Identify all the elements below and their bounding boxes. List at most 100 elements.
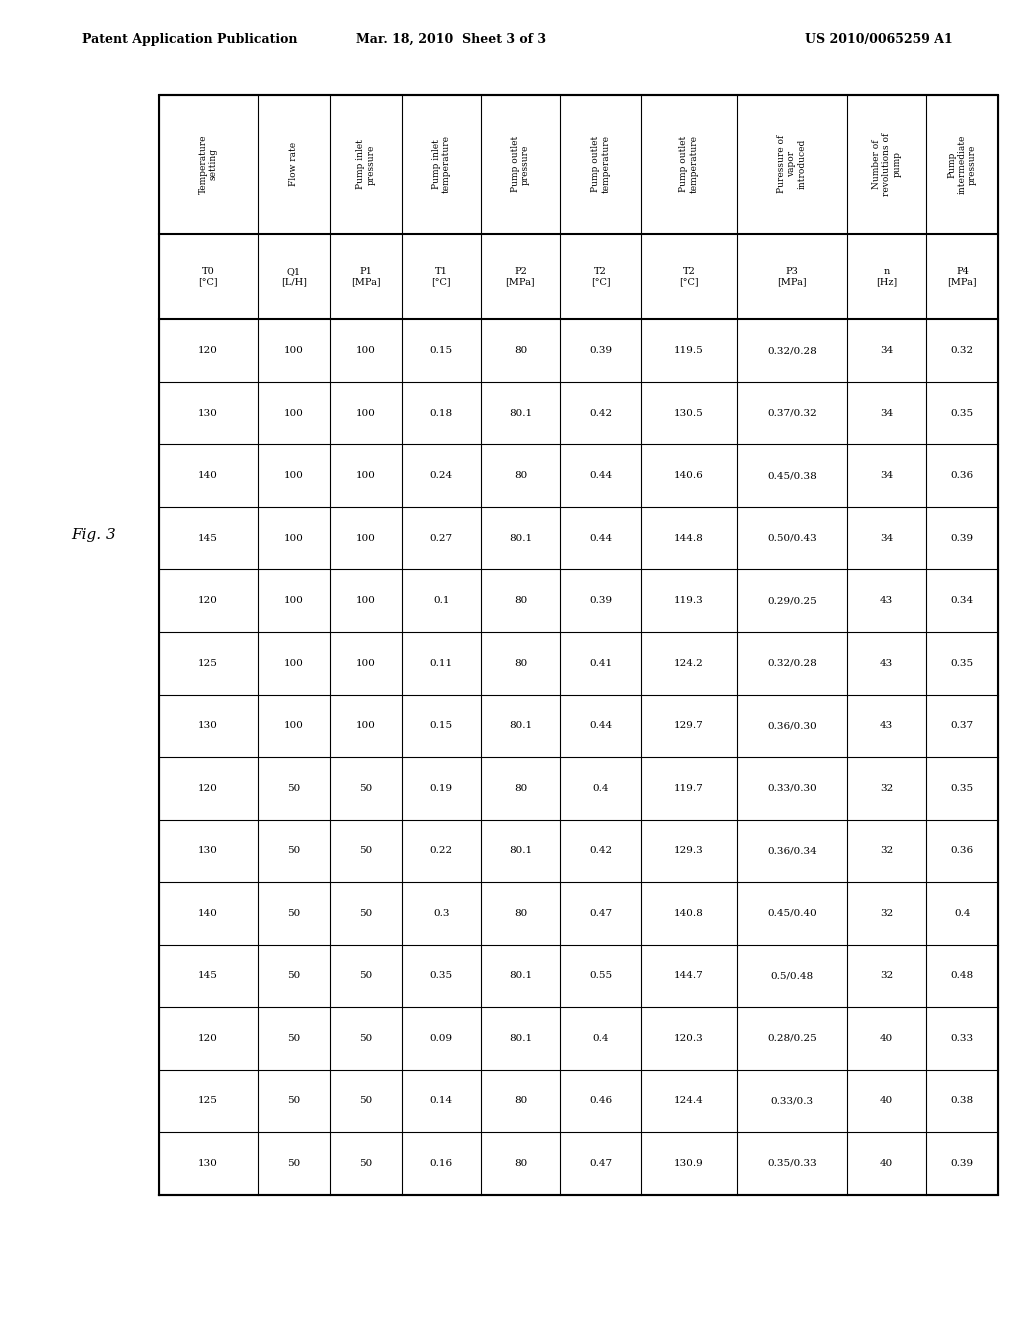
Text: 100: 100 bbox=[284, 346, 303, 355]
Text: 0.35: 0.35 bbox=[951, 409, 974, 417]
Text: 129.3: 129.3 bbox=[674, 846, 703, 855]
Text: 0.44: 0.44 bbox=[589, 471, 612, 480]
Text: Q1
[L/H]: Q1 [L/H] bbox=[281, 267, 306, 286]
Text: 100: 100 bbox=[355, 471, 376, 480]
Text: 100: 100 bbox=[284, 597, 303, 606]
Text: 43: 43 bbox=[880, 721, 893, 730]
Text: 100: 100 bbox=[355, 533, 376, 543]
Text: 100: 100 bbox=[284, 721, 303, 730]
Text: 0.36: 0.36 bbox=[951, 846, 974, 855]
Text: Pump inlet
temperature: Pump inlet temperature bbox=[432, 136, 451, 193]
Text: 130: 130 bbox=[199, 409, 218, 417]
Text: 0.44: 0.44 bbox=[589, 533, 612, 543]
Text: T2
[°C]: T2 [°C] bbox=[591, 267, 610, 286]
Text: Pump inlet
pressure: Pump inlet pressure bbox=[356, 140, 376, 189]
Text: 140.6: 140.6 bbox=[674, 471, 703, 480]
Text: 0.33/0.3: 0.33/0.3 bbox=[770, 1097, 813, 1105]
Text: 125: 125 bbox=[199, 1097, 218, 1105]
Text: 34: 34 bbox=[880, 409, 893, 417]
Text: 144.8: 144.8 bbox=[674, 533, 703, 543]
Text: 43: 43 bbox=[880, 659, 893, 668]
Text: 120: 120 bbox=[199, 784, 218, 793]
Text: 80: 80 bbox=[514, 597, 527, 606]
Text: 119.7: 119.7 bbox=[674, 784, 703, 793]
Text: 100: 100 bbox=[284, 471, 303, 480]
Text: 145: 145 bbox=[199, 972, 218, 981]
Text: 0.15: 0.15 bbox=[430, 346, 453, 355]
Text: 40: 40 bbox=[880, 1097, 893, 1105]
Text: 50: 50 bbox=[287, 846, 300, 855]
Text: Fig. 3: Fig. 3 bbox=[72, 528, 117, 543]
Text: 0.15: 0.15 bbox=[430, 721, 453, 730]
Text: 0.37: 0.37 bbox=[951, 721, 974, 730]
Text: 0.35: 0.35 bbox=[430, 972, 453, 981]
Text: 120: 120 bbox=[199, 346, 218, 355]
Text: 0.48: 0.48 bbox=[951, 972, 974, 981]
Text: Number of
revolutions of
pump: Number of revolutions of pump bbox=[871, 133, 902, 195]
Text: 0.27: 0.27 bbox=[430, 533, 453, 543]
Text: 50: 50 bbox=[287, 1034, 300, 1043]
Text: 0.32/0.28: 0.32/0.28 bbox=[767, 346, 817, 355]
Text: 50: 50 bbox=[287, 972, 300, 981]
Text: 0.45/0.38: 0.45/0.38 bbox=[767, 471, 817, 480]
Text: 0.3: 0.3 bbox=[433, 908, 450, 917]
Text: 0.34: 0.34 bbox=[951, 597, 974, 606]
Text: 144.7: 144.7 bbox=[674, 972, 703, 981]
Text: T1
[°C]: T1 [°C] bbox=[431, 267, 452, 286]
Text: 0.5/0.48: 0.5/0.48 bbox=[770, 972, 813, 981]
Text: 0.45/0.40: 0.45/0.40 bbox=[767, 908, 817, 917]
Text: 0.32: 0.32 bbox=[951, 346, 974, 355]
Text: 100: 100 bbox=[355, 597, 376, 606]
Text: P1
[MPa]: P1 [MPa] bbox=[351, 267, 381, 286]
Text: T2
[°C]: T2 [°C] bbox=[679, 267, 698, 286]
Text: 50: 50 bbox=[359, 972, 373, 981]
Text: 140: 140 bbox=[199, 908, 218, 917]
Text: 32: 32 bbox=[880, 784, 893, 793]
Text: 0.36/0.34: 0.36/0.34 bbox=[767, 846, 817, 855]
Text: 80: 80 bbox=[514, 659, 527, 668]
Text: 140.8: 140.8 bbox=[674, 908, 703, 917]
Text: 120: 120 bbox=[199, 597, 218, 606]
Text: 0.50/0.43: 0.50/0.43 bbox=[767, 533, 817, 543]
Text: 0.41: 0.41 bbox=[589, 659, 612, 668]
Text: 0.39: 0.39 bbox=[951, 1159, 974, 1168]
Text: 125: 125 bbox=[199, 659, 218, 668]
Text: 0.47: 0.47 bbox=[589, 908, 612, 917]
Text: 80.1: 80.1 bbox=[509, 972, 532, 981]
Text: 0.14: 0.14 bbox=[430, 1097, 453, 1105]
Text: Pump outlet
temperature: Pump outlet temperature bbox=[679, 136, 698, 193]
Text: 0.36: 0.36 bbox=[951, 471, 974, 480]
Text: 0.39: 0.39 bbox=[589, 597, 612, 606]
Text: P2
[MPa]: P2 [MPa] bbox=[506, 267, 536, 286]
Text: 80: 80 bbox=[514, 346, 527, 355]
Text: 0.22: 0.22 bbox=[430, 846, 453, 855]
Text: 40: 40 bbox=[880, 1159, 893, 1168]
Text: 34: 34 bbox=[880, 533, 893, 543]
Text: 50: 50 bbox=[287, 784, 300, 793]
Text: Temperature
setting: Temperature setting bbox=[199, 135, 218, 194]
Text: Pump
intermediate
pressure: Pump intermediate pressure bbox=[947, 135, 977, 194]
Text: 80: 80 bbox=[514, 1097, 527, 1105]
Text: 50: 50 bbox=[287, 908, 300, 917]
Text: 50: 50 bbox=[359, 1159, 373, 1168]
Text: 0.36/0.30: 0.36/0.30 bbox=[767, 721, 817, 730]
Text: 0.39: 0.39 bbox=[589, 346, 612, 355]
Text: 0.4: 0.4 bbox=[593, 784, 609, 793]
Text: 50: 50 bbox=[287, 1159, 300, 1168]
Text: 0.55: 0.55 bbox=[589, 972, 612, 981]
Text: 100: 100 bbox=[284, 409, 303, 417]
Text: 50: 50 bbox=[359, 1097, 373, 1105]
Text: 80.1: 80.1 bbox=[509, 409, 532, 417]
Text: Patent Application Publication: Patent Application Publication bbox=[82, 33, 297, 46]
Text: 130: 130 bbox=[199, 721, 218, 730]
Text: 100: 100 bbox=[355, 659, 376, 668]
Text: T0
[°C]: T0 [°C] bbox=[199, 267, 218, 286]
Text: 0.42: 0.42 bbox=[589, 409, 612, 417]
Text: 0.4: 0.4 bbox=[593, 1034, 609, 1043]
Text: 0.46: 0.46 bbox=[589, 1097, 612, 1105]
Text: 40: 40 bbox=[880, 1034, 893, 1043]
Text: P4
[MPa]: P4 [MPa] bbox=[947, 267, 977, 286]
Text: 80: 80 bbox=[514, 471, 527, 480]
Text: 80.1: 80.1 bbox=[509, 846, 532, 855]
Text: 0.32/0.28: 0.32/0.28 bbox=[767, 659, 817, 668]
